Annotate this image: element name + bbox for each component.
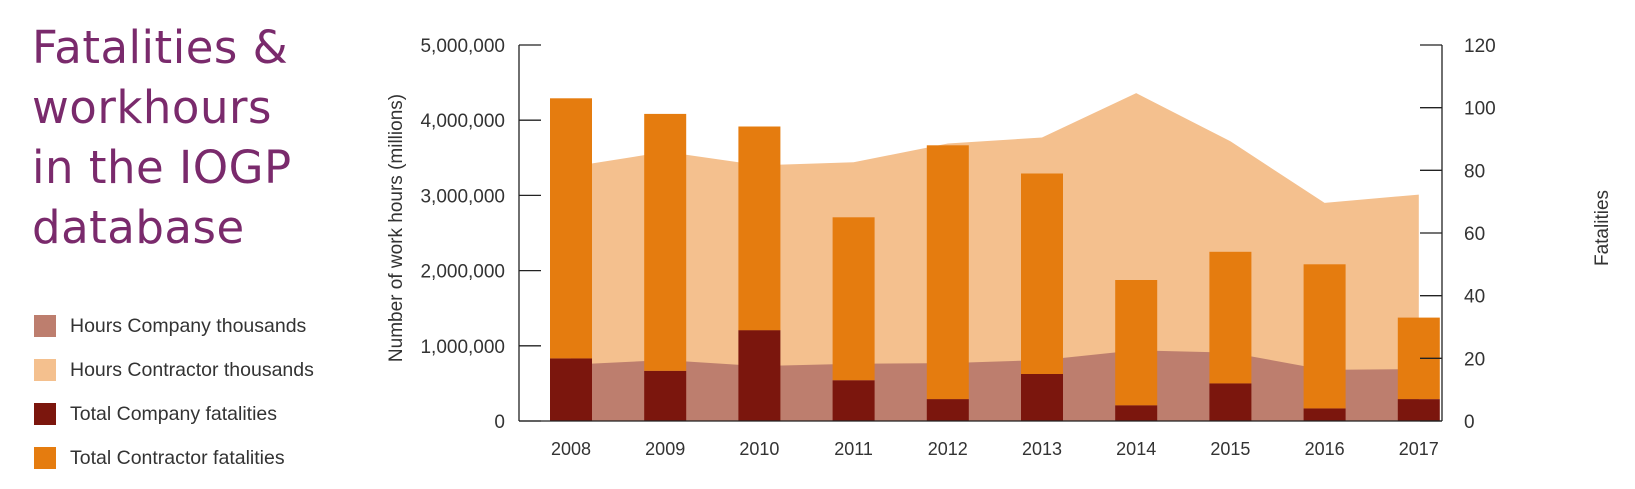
y-left-tick-label: 0 [494, 412, 505, 433]
x-tick-label: 2012 [928, 439, 968, 459]
combo-chart: 0 1,000,000 2,000,000 3,000,000 4,000,000 5,0… [386, 36, 1610, 459]
legend: Hours Company thousands Hours Contractor… [34, 304, 364, 480]
y-left-tick-label: 2,000,000 [420, 262, 505, 283]
bar-total-company-fatalities-2012 [926, 399, 969, 421]
bar-total-company-fatalities-2011 [832, 380, 875, 421]
legend-item-contractor-fatalities: Total Contractor fatalities [34, 436, 364, 480]
title-line-2: workhours [32, 81, 272, 134]
bar-total-company-fatalities-2017 [1397, 399, 1440, 421]
area-hours-contractor-thousands [571, 93, 1419, 421]
x-tick-label: 2013 [1022, 439, 1062, 459]
bar-total-company-fatalities-2008 [550, 358, 592, 421]
bar-total-company-fatalities-2009 [644, 370, 687, 421]
y-right-tick-label: 100 [1464, 99, 1496, 120]
y-left-axis-label: Number of work hours (millions) [386, 94, 407, 362]
bar-total-contractor-fatalities-2015 [1209, 251, 1252, 384]
title-line-1: Fatalities & [32, 21, 289, 74]
legend-label-company-fatalities: Total Company fatalities [70, 402, 278, 425]
chart-title: Fatalities & workhours in the IOGP datab… [32, 18, 352, 258]
bar-total-contractor-fatalities-2016 [1303, 264, 1346, 409]
bar-total-contractor-fatalities-2011 [832, 217, 875, 381]
area-series-group [571, 93, 1419, 421]
bar-total-contractor-fatalities-2012 [926, 145, 969, 400]
x-tick-label: 2008 [551, 439, 591, 459]
x-tick-label: 2016 [1305, 439, 1345, 459]
y-left-tick-label: 3,000,000 [420, 186, 505, 207]
bar-total-contractor-fatalities-2008 [550, 98, 592, 359]
axes-group: 0 1,000,000 2,000,000 3,000,000 4,000,000 5,0… [420, 36, 1495, 459]
y-right-tick-label: 80 [1464, 161, 1485, 182]
bar-total-contractor-fatalities-2013 [1021, 173, 1063, 374]
y-right-tick-label: 0 [1464, 412, 1475, 433]
legend-item-hours-company: Hours Company thousands [34, 304, 364, 348]
y-right-axis-label: Fatalities [1592, 190, 1610, 266]
bar-total-contractor-fatalities-2009 [644, 113, 687, 371]
x-tick-label: 2014 [1116, 439, 1156, 459]
y-left-tick-label: 5,000,000 [420, 36, 505, 57]
bar-total-company-fatalities-2016 [1303, 408, 1346, 421]
x-tick-label: 2010 [739, 439, 779, 459]
title-line-3: in the IOGP [32, 141, 292, 194]
y-right-tick-label: 20 [1464, 349, 1485, 370]
legend-item-company-fatalities: Total Company fatalities [34, 392, 364, 436]
y-right-tick-label: 120 [1464, 36, 1496, 57]
legend-swatch-hours-contractor [34, 359, 56, 381]
x-tick-label: 2015 [1210, 439, 1250, 459]
legend-swatch-company-fatalities [34, 403, 56, 425]
bar-total-contractor-fatalities-2014 [1115, 280, 1158, 406]
y-left-tick-label: 4,000,000 [420, 111, 505, 132]
legend-label-hours-contractor: Hours Contractor thousands [70, 358, 314, 381]
y-left-tick-label: 1,000,000 [420, 337, 505, 358]
bar-total-contractor-fatalities-2010 [738, 126, 781, 331]
x-tick-label: 2011 [834, 439, 873, 459]
legend-label-hours-company: Hours Company thousands [70, 314, 307, 337]
title-line-4: database [32, 201, 245, 254]
y-right-tick-label: 60 [1464, 224, 1485, 245]
bar-total-company-fatalities-2015 [1209, 383, 1252, 421]
bar-total-company-fatalities-2010 [738, 330, 781, 421]
bar-total-company-fatalities-2013 [1021, 374, 1063, 421]
y-right-tick-label: 40 [1464, 287, 1485, 308]
x-tick-label: 2017 [1399, 439, 1439, 459]
bar-series-group [550, 98, 1440, 421]
legend-item-hours-contractor: Hours Contractor thousands [34, 348, 364, 392]
area-hours-company-thousands [571, 350, 1419, 421]
legend-swatch-hours-company [34, 315, 56, 337]
x-tick-label: 2009 [645, 439, 685, 459]
bar-total-company-fatalities-2014 [1115, 405, 1158, 421]
legend-label-contractor-fatalities: Total Contractor fatalities [70, 446, 285, 469]
legend-swatch-contractor-fatalities [34, 447, 56, 469]
